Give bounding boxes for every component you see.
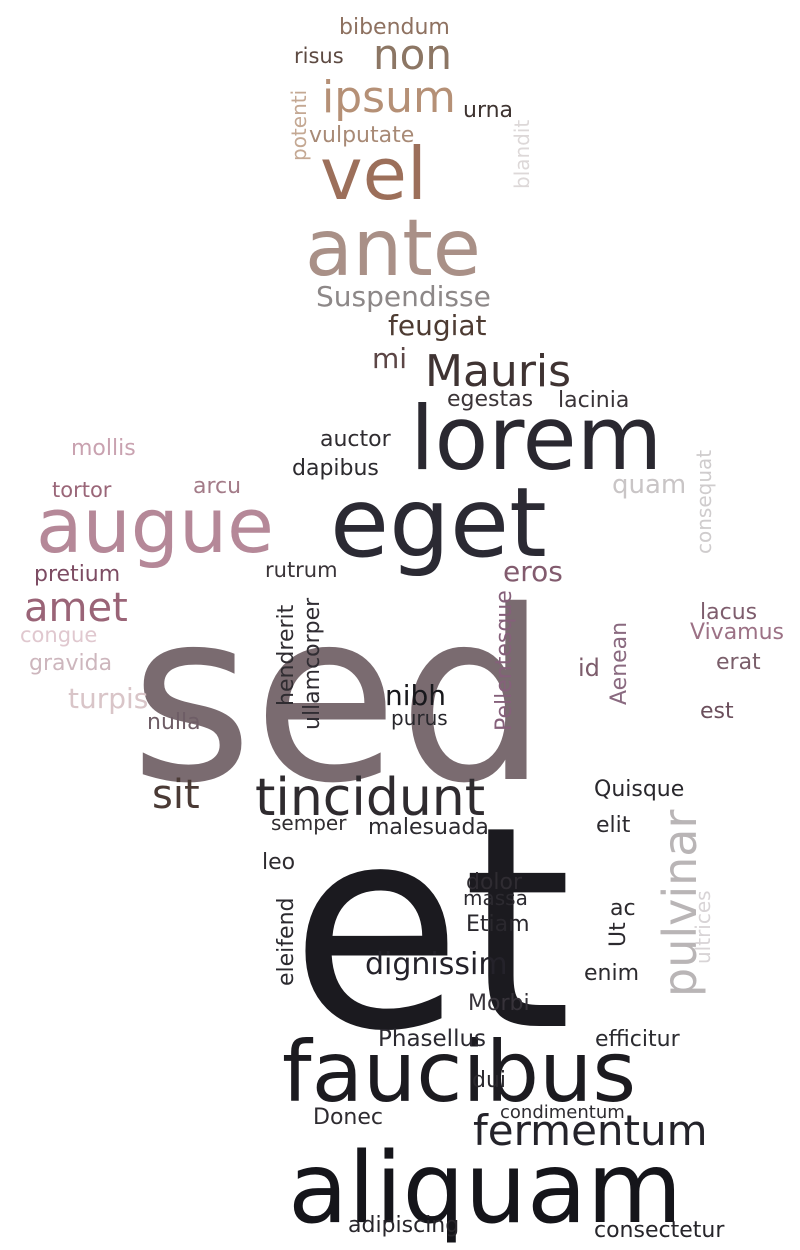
word-eget: eget: [330, 467, 547, 579]
word-bibendum: bibendum: [339, 15, 450, 40]
word-vulputate: vulputate: [309, 123, 415, 148]
word-non: non: [373, 30, 452, 79]
word-donec: Donec: [313, 1105, 383, 1130]
word-feugiat: feugiat: [388, 309, 487, 342]
word-dapibus: dapibus: [292, 456, 379, 481]
word-mi: mi: [372, 342, 408, 375]
word-ac: ac: [610, 896, 636, 921]
word-mauris: Mauris: [425, 346, 572, 397]
word-arcu: arcu: [193, 474, 242, 499]
word-dui: dui: [472, 1068, 507, 1093]
word-tortor: tortor: [52, 478, 112, 502]
word-egestas: egestas: [447, 387, 534, 412]
word-malesuada: malesuada: [368, 815, 489, 840]
word-nibh: nibh: [385, 679, 447, 712]
word-nulla: nulla: [147, 710, 201, 735]
word-et: et: [290, 767, 573, 1093]
word-pretium: pretium: [34, 562, 121, 587]
word-ullamcorper: ullamcorper: [300, 597, 325, 730]
word-ultrices: ultrices: [691, 890, 715, 964]
word-quisque: Quisque: [594, 777, 685, 802]
word-consectetur: consectetur: [594, 1218, 725, 1243]
word-suspendisse: Suspendisse: [316, 280, 491, 313]
word-enim: enim: [584, 961, 640, 986]
word-ante: ante: [305, 204, 481, 294]
word-blandit: blandit: [510, 119, 534, 189]
word-risus: risus: [294, 44, 344, 68]
word-mollis: mollis: [71, 436, 136, 461]
word-sit: sit: [152, 772, 200, 818]
word-efficitur: efficitur: [595, 1027, 680, 1052]
word-condimentum: condimentum: [500, 1102, 625, 1123]
word-id: id: [578, 654, 600, 682]
word-consequat: consequat: [692, 449, 716, 554]
word-elit: elit: [596, 813, 631, 838]
word-est: est: [700, 699, 734, 724]
word-dignissim: dignissim: [365, 947, 508, 982]
word-gravida: gravida: [29, 651, 113, 676]
word-semper: semper: [271, 811, 347, 835]
word-lacinia: lacinia: [558, 388, 630, 413]
word-urna: urna: [463, 98, 514, 123]
word-hendrerit: hendrerit: [274, 604, 299, 706]
word-aenean: Aenean: [607, 621, 632, 705]
word-purus: purus: [391, 706, 448, 730]
word-potenti: potenti: [287, 89, 311, 161]
word-quam: quam: [612, 470, 687, 500]
word-eros: eros: [503, 555, 563, 588]
word-turpis: turpis: [68, 682, 149, 715]
word-congue: congue: [20, 623, 98, 647]
word-adipiscing: adipiscing: [348, 1213, 460, 1238]
word-aliquam: aliquam: [288, 1132, 683, 1246]
word-faucibus: faucibus: [282, 1023, 637, 1121]
word-phasellus: Phasellus: [378, 1026, 487, 1052]
word-vel: vel: [320, 132, 427, 216]
word-morbi: Morbi: [468, 991, 530, 1016]
word-lacus: lacus: [700, 600, 758, 625]
word-vivamus: Vivamus: [690, 620, 785, 645]
word-pellentesque: Pellentesque: [492, 590, 517, 731]
word-amet: amet: [24, 585, 128, 631]
word-tincidunt: tincidunt: [255, 768, 486, 828]
word-rutrum: rutrum: [265, 558, 338, 582]
word-eleifend: eleifend: [274, 897, 299, 986]
word-auctor: auctor: [320, 427, 391, 452]
word-massa: massa: [463, 886, 528, 910]
word-lorem: lorem: [410, 387, 663, 490]
word-ut: Ut: [606, 922, 631, 947]
word-leo: leo: [262, 850, 296, 875]
word-ipsum: ipsum: [322, 72, 456, 123]
word-dolor: dolor: [466, 870, 523, 895]
word-fermentum: fermentum: [473, 1106, 708, 1155]
word-etiam: Etiam: [466, 912, 530, 937]
word-erat: erat: [716, 650, 761, 675]
word-sed: sed: [130, 560, 548, 835]
word-augue: augue: [36, 481, 274, 570]
